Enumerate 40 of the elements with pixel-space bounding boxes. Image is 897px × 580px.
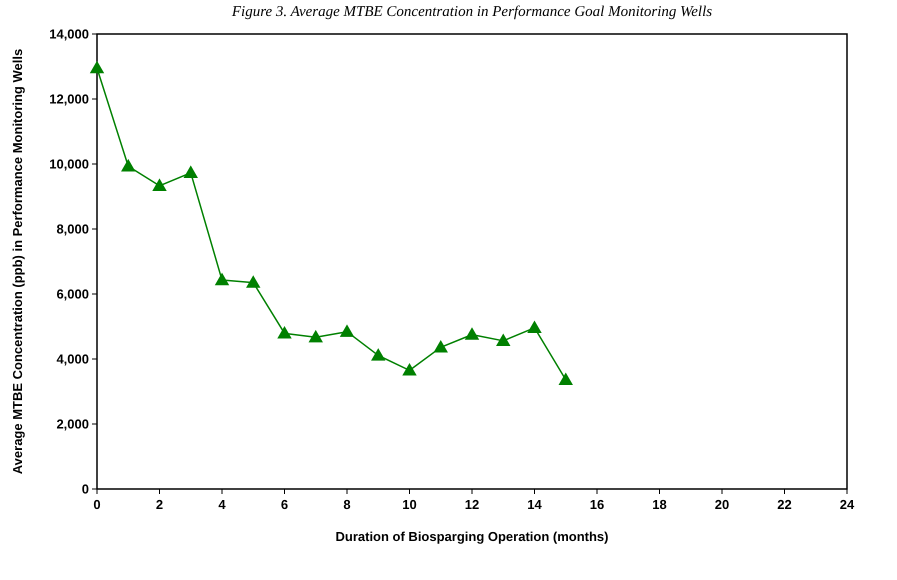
point: [152, 178, 166, 191]
point: [402, 364, 416, 376]
x-tick-label: 12: [464, 497, 480, 512]
x-tick-label: 22: [777, 497, 792, 512]
x-tick-label: 24: [840, 497, 855, 512]
x-tick-label: 8: [343, 497, 351, 512]
point: [215, 273, 229, 286]
point: [246, 276, 260, 288]
y-tick-label: 6,000: [56, 286, 89, 302]
point: [184, 166, 198, 178]
x-axis-title: Duration of Biosparging Operation (months): [336, 529, 608, 544]
x-tick-label: 14: [527, 497, 542, 512]
point: [90, 61, 104, 74]
x-tick-label: 2: [156, 497, 164, 512]
x-tick-label: 18: [652, 497, 667, 512]
point: [371, 348, 386, 361]
y-tick-label: 2,000: [56, 416, 89, 432]
y-tick-label: 4,000: [56, 352, 89, 367]
x-tick-label: 16: [590, 497, 604, 512]
point: [465, 328, 479, 340]
point: [308, 330, 323, 342]
y-tick-label: 8,000: [56, 222, 89, 237]
x-tick-label: 10: [402, 497, 417, 512]
y-tick-label: 10,000: [49, 156, 89, 172]
x-tick-label: 6: [280, 497, 288, 512]
x-tick-label: 20: [714, 497, 730, 512]
y-tick-label: 12,000: [49, 92, 89, 107]
point: [278, 326, 292, 338]
y-tick-label: 14,000: [49, 26, 89, 42]
point: [121, 159, 136, 172]
chart-title: Figure 3. Average MTBE Concentration in Performance Goal Monitoring Wells: [230, 4, 712, 20]
y-tick-label: 0: [82, 482, 89, 497]
point: [340, 324, 354, 337]
point: [558, 372, 573, 385]
y-axis-title: Average MTBE Concentration (ppb) in Performance Monitoring Wells: [10, 48, 25, 474]
x-tick-label: 4: [218, 497, 226, 512]
point: [434, 340, 448, 352]
x-tick-label: 0: [93, 497, 101, 512]
point: [496, 334, 510, 346]
point: [528, 320, 542, 333]
